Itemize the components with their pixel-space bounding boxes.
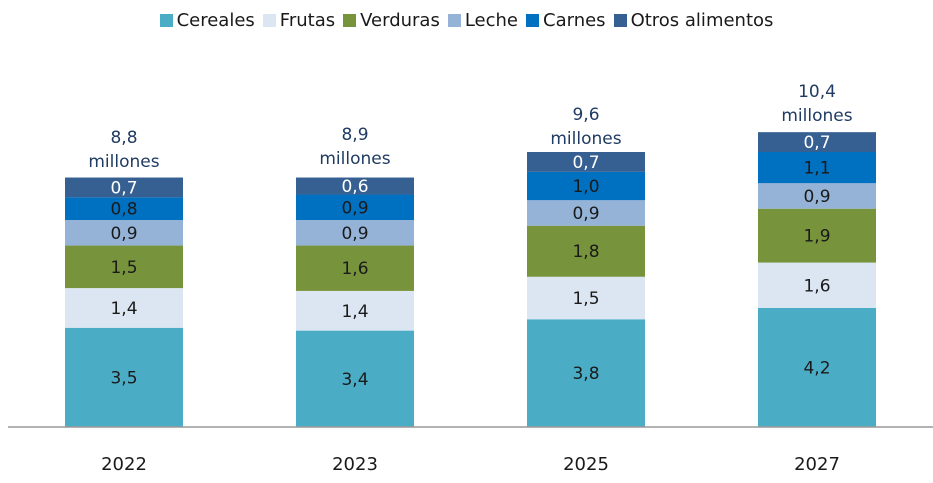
legend-swatch: [159, 14, 173, 27]
value-label: 1,6: [341, 259, 368, 279]
bar-segment: [527, 171, 645, 201]
value-label: 1,4: [110, 299, 137, 319]
value-label: 0,7: [803, 133, 830, 153]
bar-segment: [758, 152, 876, 184]
bar-segment: [758, 132, 876, 153]
bar-segment: [65, 220, 183, 246]
x-tick-label: 2023: [332, 454, 378, 475]
x-tick-label: 2027: [794, 454, 840, 475]
legend-label: Carnes: [543, 10, 606, 31]
legend-swatch: [613, 14, 627, 27]
value-label: 0,8: [110, 200, 137, 220]
bar-segment: [65, 245, 183, 289]
value-label: 0,7: [572, 153, 599, 173]
bar-segment: [527, 200, 645, 226]
bar-segment: [296, 245, 414, 291]
x-tick-label: 2025: [563, 454, 609, 475]
legend-item: Frutas: [262, 10, 336, 31]
bar-segment: [296, 290, 414, 331]
total-label: 8,9 millones: [319, 124, 391, 169]
bar-segment: [527, 225, 645, 277]
legend-item: Carnes: [526, 10, 606, 31]
bar-segment: [65, 288, 183, 328]
legend-swatch: [262, 14, 276, 27]
bar-segment: [527, 319, 645, 427]
value-label: 1,9: [803, 227, 830, 247]
value-label: 0,9: [572, 204, 599, 224]
bar-segment: [296, 330, 414, 427]
bar-segment: [527, 276, 645, 320]
legend-swatch: [343, 14, 357, 27]
value-label: 0,7: [110, 178, 137, 198]
value-label: 1,5: [572, 289, 599, 309]
total-label: 10,4 millones: [781, 82, 853, 127]
value-label: 4,2: [803, 358, 830, 378]
value-label: 0,9: [803, 187, 830, 207]
value-label: 3,4: [341, 370, 368, 390]
total-label: 8,8 millones: [88, 127, 160, 172]
value-label: 3,8: [572, 364, 599, 384]
bar-segment: [65, 197, 183, 221]
legend-label: Cereales: [176, 10, 255, 31]
legend-item: Cereales: [159, 10, 255, 31]
x-tick-label: 2022: [101, 454, 147, 475]
value-label: 1,4: [341, 302, 368, 322]
bar-segment: [758, 208, 876, 263]
value-label: 0,9: [341, 224, 368, 244]
total-label: 9,6 millones: [550, 104, 622, 149]
legend-label: Frutas: [279, 10, 336, 31]
legend-label: Otros alimentos: [630, 10, 774, 31]
bar-segment: [65, 177, 183, 198]
bar-segment: [296, 220, 414, 246]
value-label: 1,6: [803, 276, 830, 296]
legend-swatch: [447, 14, 461, 27]
legend-item: Otros alimentos: [613, 10, 774, 31]
value-label: 3,5: [110, 368, 137, 388]
legend-item: Verduras: [343, 10, 440, 31]
bar-segment: [296, 177, 414, 195]
bar-segment: [296, 194, 414, 221]
value-label: 0,9: [341, 198, 368, 218]
bar-segment: [527, 152, 645, 172]
legend-label: Verduras: [360, 10, 440, 31]
value-label: 1,5: [110, 258, 137, 278]
legend: Cereales Frutas Verduras Leche Carnes Otros a…: [0, 10, 933, 31]
bar-segment: [758, 307, 876, 427]
bar-segment: [65, 327, 183, 427]
value-label: 1,8: [572, 242, 599, 262]
legend-label: Leche: [464, 10, 519, 31]
value-label: 1,0: [572, 177, 599, 197]
value-label: 1,1: [803, 159, 830, 179]
bar-segment: [758, 183, 876, 209]
value-label: 0,9: [110, 224, 137, 244]
bar-segment: [758, 262, 876, 308]
legend-item: Leche: [447, 10, 519, 31]
legend-swatch: [526, 14, 540, 27]
value-label: 0,6: [341, 177, 368, 197]
